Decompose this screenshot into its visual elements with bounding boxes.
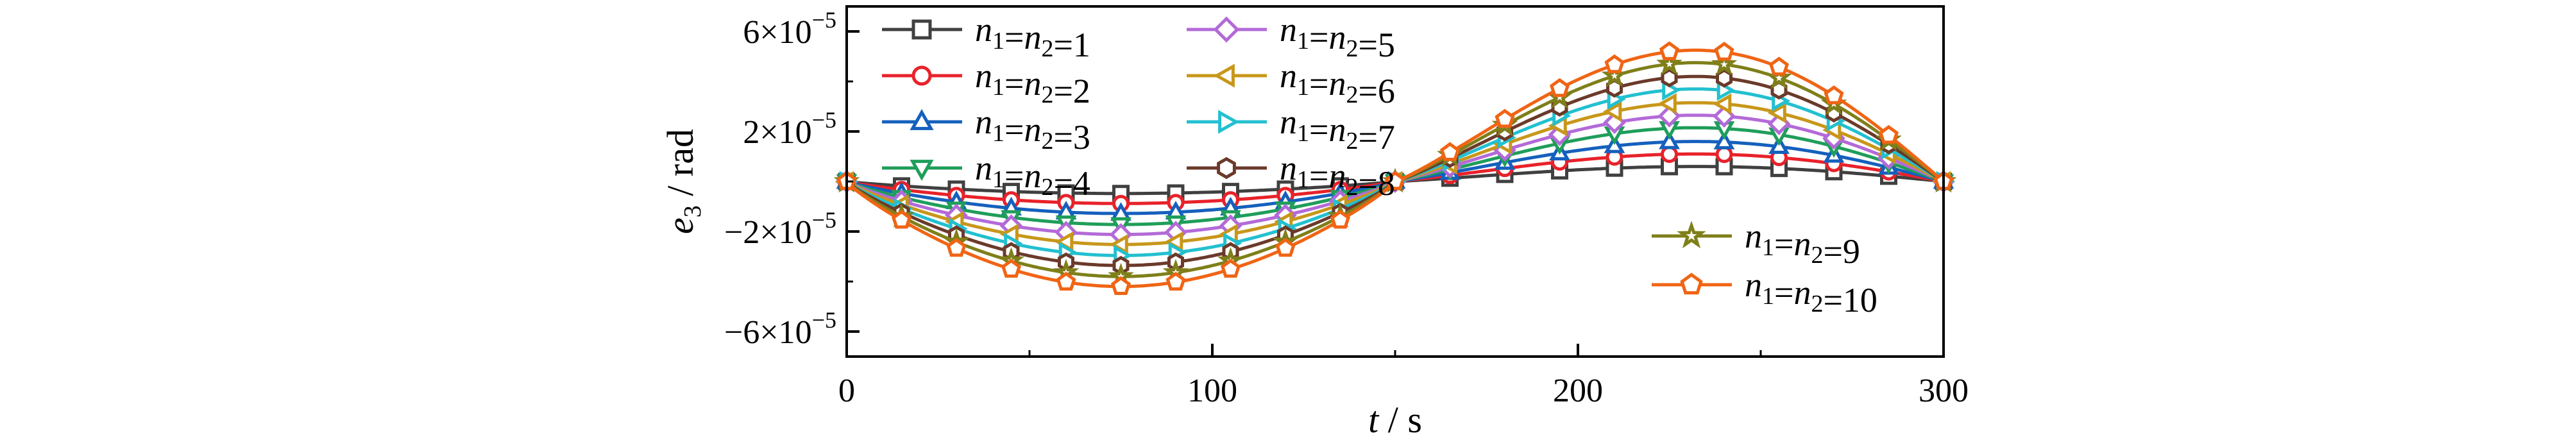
y-axis-label: e3 / rad [659,129,706,234]
data-point [1604,54,1625,74]
data-point [946,238,967,257]
legend-entry-10: n1=n2=10 [1652,265,1877,319]
data-point [1439,142,1461,161]
legend-label: n1=n2=4 [975,149,1090,203]
data-point [1715,146,1733,164]
data-point [1001,258,1022,278]
legend-entry-6: n1=n2=6 [1187,56,1395,110]
legend-entry-5: n1=n2=5 [1187,10,1395,64]
x-tick-label: 100 [1187,373,1237,409]
legend-marker [1213,16,1240,43]
legend: n1=n2=1n1=n2=2n1=n2=3n1=n2=4n1=n2=5n1=n2… [882,10,1877,319]
data-point [1220,258,1241,278]
data-point [1056,271,1076,291]
data-point [1659,41,1680,60]
legend-label: n1=n2=8 [1280,149,1395,203]
legend-marker [910,109,934,130]
legend-entry-1: n1=n2=1 [882,10,1090,64]
data-point [1824,85,1844,105]
legend-label: n1=n2=9 [1745,217,1860,271]
y-tick-label: −6×10−5 [724,307,836,351]
legend-label: n1=n2=6 [1280,56,1395,110]
legend-label: n1=n2=10 [1745,265,1877,319]
data-point [1330,210,1351,229]
legend-label: n1=n2=3 [975,103,1090,156]
data-point [1603,101,1622,122]
legend-label: n1=n2=1 [975,10,1090,64]
x-axis-label: t / s [1368,399,1422,438]
data-point [1714,42,1734,61]
data-point [1661,146,1678,164]
data-point [1601,62,1628,87]
legend-label: n1=n2=2 [975,56,1090,110]
y-tick-label: 2×10−5 [743,107,836,151]
data-point [1549,78,1570,97]
data-point [1275,238,1296,257]
data-point [1659,130,1680,149]
data-point [1713,130,1735,149]
legend-entry-8: n1=n2=8 [1187,149,1395,203]
legend-marker [910,160,934,181]
legend-entry-3: n1=n2=3 [882,103,1090,156]
y-tick-label: −2×10−5 [724,207,836,251]
data-point [1711,51,1738,76]
data-point [1165,271,1186,291]
x-tick-label: 300 [1919,373,1969,409]
legend-marker [1217,156,1236,180]
legend-marker [1218,110,1240,134]
legend-entry-7: n1=n2=7 [1187,103,1395,156]
legend-label: n1=n2=5 [1280,10,1395,64]
legend-label: n1=n2=7 [1280,103,1395,156]
legend-entry-2: n1=n2=2 [882,56,1090,110]
x-tick-label: 0 [838,373,855,409]
legend-marker [911,19,932,40]
data-point [891,210,912,229]
data-point [1495,108,1515,128]
y-tick-label: 6×10−5 [743,7,836,51]
data-point [1385,171,1405,190]
data-point [1110,276,1131,295]
legend-marker [1680,273,1703,295]
axes: 0 100 200 300 6×10−5 2×10−5 −2×10−5 −6×10−5 t / … [659,5,1969,438]
legend-marker [1677,221,1706,249]
legend-entry-4: n1=n2=4 [882,149,1090,203]
data-point [1657,93,1677,114]
data-point [1878,124,1899,144]
legend-entry-9: n1=n2=9 [1652,217,1860,271]
data-point [1656,50,1682,76]
legend-marker [1213,63,1235,88]
x-tick-label: 200 [1553,373,1603,409]
legend-marker [911,65,932,86]
series-10 [836,41,1954,295]
data-point [1767,102,1786,124]
data-point [1768,56,1790,76]
plot-area [833,41,1957,295]
data-point [1713,93,1732,115]
